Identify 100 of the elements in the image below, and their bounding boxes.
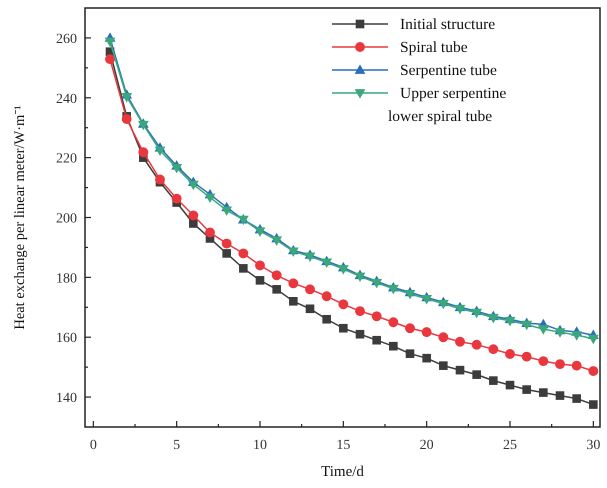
y-tick-label: 180	[56, 271, 77, 286]
x-tick-label: 25	[503, 438, 517, 453]
point	[471, 308, 482, 318]
point	[271, 236, 282, 246]
point	[589, 400, 598, 409]
point	[405, 323, 415, 334]
point	[572, 360, 582, 371]
point	[171, 164, 182, 174]
point	[238, 248, 248, 258]
point	[538, 325, 549, 335]
legend-label: Spiral tube	[400, 39, 468, 56]
point	[522, 385, 531, 394]
point	[356, 330, 364, 339]
point	[521, 320, 532, 330]
point	[304, 252, 316, 262]
point	[588, 334, 599, 344]
point	[321, 258, 332, 268]
point	[454, 304, 466, 314]
point	[539, 388, 548, 397]
point	[122, 114, 132, 124]
point	[154, 146, 166, 156]
y-tick-label: 240	[56, 92, 77, 107]
point	[288, 278, 298, 288]
point	[388, 284, 399, 294]
y-tick-label: 220	[56, 152, 77, 167]
y-tick-label: 260	[56, 32, 77, 47]
point	[406, 349, 414, 358]
point	[588, 366, 598, 376]
point	[422, 327, 432, 338]
y-tick-label: 200	[56, 212, 77, 226]
point	[555, 359, 565, 370]
point	[506, 380, 514, 390]
point	[322, 314, 331, 324]
point	[538, 356, 548, 366]
point	[256, 276, 264, 285]
point	[338, 265, 349, 275]
point	[338, 299, 348, 310]
point	[472, 340, 482, 350]
point	[571, 331, 582, 341]
point	[371, 278, 382, 288]
point	[572, 394, 581, 403]
x-tick-label: 20	[420, 438, 434, 453]
legend-label: Initial structure	[400, 16, 496, 33]
point	[305, 284, 315, 294]
point	[372, 336, 381, 345]
point	[388, 317, 398, 328]
point	[372, 311, 382, 322]
point	[306, 304, 314, 314]
point	[155, 174, 165, 184]
point	[488, 344, 498, 354]
point	[189, 219, 198, 228]
point	[404, 290, 416, 300]
y-tick-label: 140	[56, 391, 77, 406]
point	[254, 227, 266, 237]
point	[205, 228, 215, 238]
point	[121, 93, 132, 102]
point	[554, 328, 566, 338]
point	[355, 306, 365, 316]
point	[322, 291, 332, 302]
point	[188, 180, 199, 190]
legend-label: Upper serpentine lower spiral tube	[388, 85, 506, 125]
point	[239, 264, 248, 273]
x-tick-label: 0	[90, 438, 97, 453]
point	[255, 260, 265, 270]
point	[354, 272, 366, 282]
point	[421, 295, 432, 304]
x-tick-label: 30	[586, 438, 600, 453]
point	[522, 352, 532, 362]
point	[104, 38, 116, 48]
y-tick-label: 160	[56, 331, 77, 346]
point	[138, 120, 149, 130]
point	[339, 324, 348, 333]
point	[221, 206, 232, 216]
point	[438, 332, 448, 342]
point	[172, 194, 182, 204]
point	[505, 349, 515, 359]
point	[188, 210, 198, 220]
point	[472, 370, 481, 379]
point	[556, 391, 564, 400]
point	[222, 238, 232, 248]
point	[222, 249, 231, 258]
point	[105, 54, 115, 64]
point	[456, 366, 464, 374]
point	[204, 194, 216, 204]
point	[455, 336, 465, 347]
x-tick-label: 15	[336, 438, 350, 453]
point	[138, 147, 148, 158]
point	[439, 361, 448, 370]
x-tick-label: 10	[253, 438, 267, 453]
y-axis-title: Heat exchange per linear meter/W·m⁻¹	[12, 105, 28, 330]
point	[288, 247, 299, 257]
point	[272, 285, 281, 294]
point	[422, 354, 431, 362]
point	[438, 300, 449, 310]
point	[488, 314, 499, 324]
point	[504, 316, 516, 326]
point	[389, 342, 398, 350]
point	[489, 376, 498, 385]
legend-label: Serpentine tube	[400, 62, 497, 79]
point	[289, 297, 298, 306]
